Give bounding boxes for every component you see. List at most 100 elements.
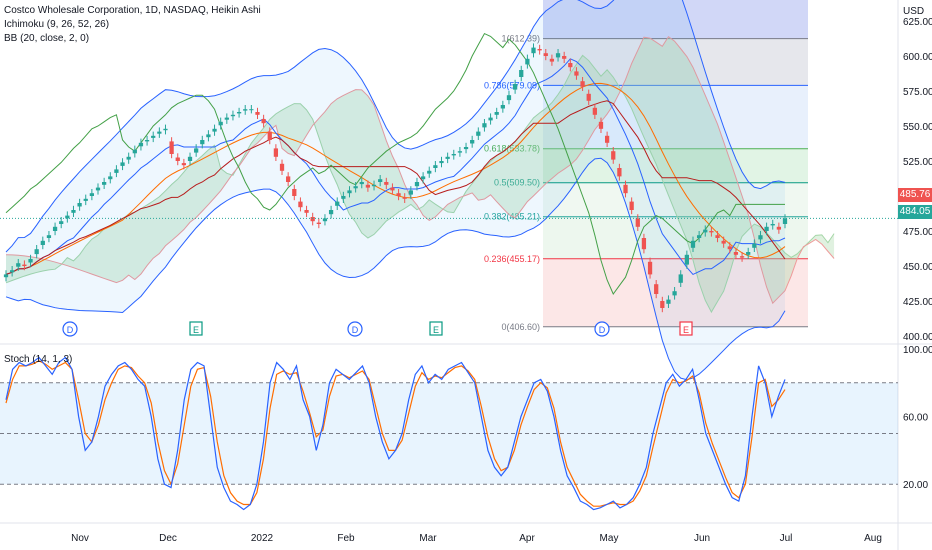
candle [531, 47, 536, 54]
bb-legend[interactable]: BB (20, close, 2, 0) [4, 33, 90, 44]
candle [40, 240, 45, 245]
fib-label: 1(612.39) [501, 34, 540, 44]
earnings-marker [429, 321, 443, 336]
candle [224, 117, 229, 120]
candle [151, 135, 156, 138]
price-tick: 425.00 [903, 297, 932, 308]
fib-label: 0.5(509.50) [494, 178, 540, 188]
stoch-tick: 20.00 [903, 480, 928, 491]
candle [396, 193, 401, 196]
candle [359, 182, 364, 185]
stoch-tick: 100.00 [903, 345, 932, 356]
candle [71, 210, 76, 213]
candle [678, 274, 683, 283]
candle [28, 259, 33, 263]
candle [629, 201, 634, 210]
candle [3, 274, 9, 278]
candle [218, 121, 223, 126]
candle [470, 140, 475, 144]
candle [635, 218, 640, 227]
time-tick: Aug [864, 533, 882, 544]
candle [568, 63, 573, 68]
fib-label: 0.786(579.09) [484, 80, 540, 90]
upper-price-badge: 485.76 [898, 188, 932, 202]
time-tick: Jun [694, 533, 710, 544]
candle [598, 121, 604, 129]
event-marker-label: D [599, 325, 606, 335]
earnings-marker [679, 321, 693, 336]
candle [298, 201, 303, 208]
fib-label: 0.618(533.78) [484, 144, 540, 154]
fib-zone [543, 38, 808, 86]
candle [476, 131, 481, 136]
price-tick: 450.00 [903, 262, 932, 273]
candle [562, 56, 567, 59]
price-tick: 550.00 [903, 122, 932, 133]
candle [279, 163, 285, 171]
stoch-title[interactable]: Stoch (14, 1, 3) [4, 354, 73, 365]
candle [776, 226, 781, 230]
event-marker-label: D [67, 325, 74, 335]
candle [132, 149, 137, 154]
price-tick: 475.00 [903, 227, 932, 238]
ichimoku-cloud [6, 36, 835, 313]
candle [353, 186, 358, 189]
candle [506, 95, 512, 101]
ichimoku-legend[interactable]: Ichimoku (9, 26, 52, 26) [4, 19, 110, 30]
candle [654, 284, 659, 294]
time-tick: Jul [780, 533, 793, 544]
candle [739, 256, 745, 258]
candle [163, 128, 168, 131]
stoch-tick: 60.00 [903, 413, 928, 424]
candle [482, 123, 487, 128]
candle [782, 218, 788, 224]
ichimoku-tenkan [5, 58, 786, 276]
candle [690, 240, 696, 248]
candle [157, 131, 162, 134]
fib-label: 0(406.60) [501, 322, 540, 332]
candle [463, 147, 469, 150]
candle [580, 81, 585, 87]
candle [500, 105, 505, 109]
ichimoku-span-b [5, 35, 835, 305]
candle [684, 254, 689, 265]
price-tick: 525.00 [903, 157, 932, 168]
dividend-marker [347, 321, 363, 337]
price-tick: 400.00 [903, 332, 932, 343]
candle [623, 184, 628, 194]
stoch-k-line [5, 356, 786, 511]
fib-zone-top [543, 0, 808, 39]
candle [365, 184, 371, 188]
event-marker-label: D [352, 325, 359, 335]
time-tick: Dec [159, 533, 177, 544]
event-marker-label: E [683, 325, 689, 335]
candle [273, 148, 279, 157]
candle [378, 179, 383, 182]
bb-lower [5, 157, 786, 381]
candle [261, 119, 266, 124]
candle [445, 156, 450, 159]
candle [46, 235, 52, 238]
candle [304, 210, 309, 213]
candle [537, 49, 542, 51]
candle [647, 261, 653, 275]
candle [249, 109, 254, 111]
candle [187, 156, 193, 161]
candle [727, 246, 732, 250]
candle [108, 176, 113, 180]
time-tick: Apr [519, 533, 535, 544]
last-price-badge: 484.05 [898, 205, 932, 219]
chart-title: Costco Wholesale Corporation, 1D, NASDAQ… [4, 5, 261, 16]
candle [175, 157, 180, 161]
time-tick: Feb [337, 533, 355, 544]
candle [746, 252, 751, 255]
candle [10, 270, 15, 273]
candle [617, 168, 622, 177]
candle [519, 70, 524, 77]
candle [525, 58, 530, 65]
candle [52, 226, 58, 231]
ichimoku-kijun [5, 100, 786, 275]
fib-label: 0.236(455.17) [484, 254, 540, 264]
candle [758, 235, 763, 240]
candle [335, 201, 340, 206]
